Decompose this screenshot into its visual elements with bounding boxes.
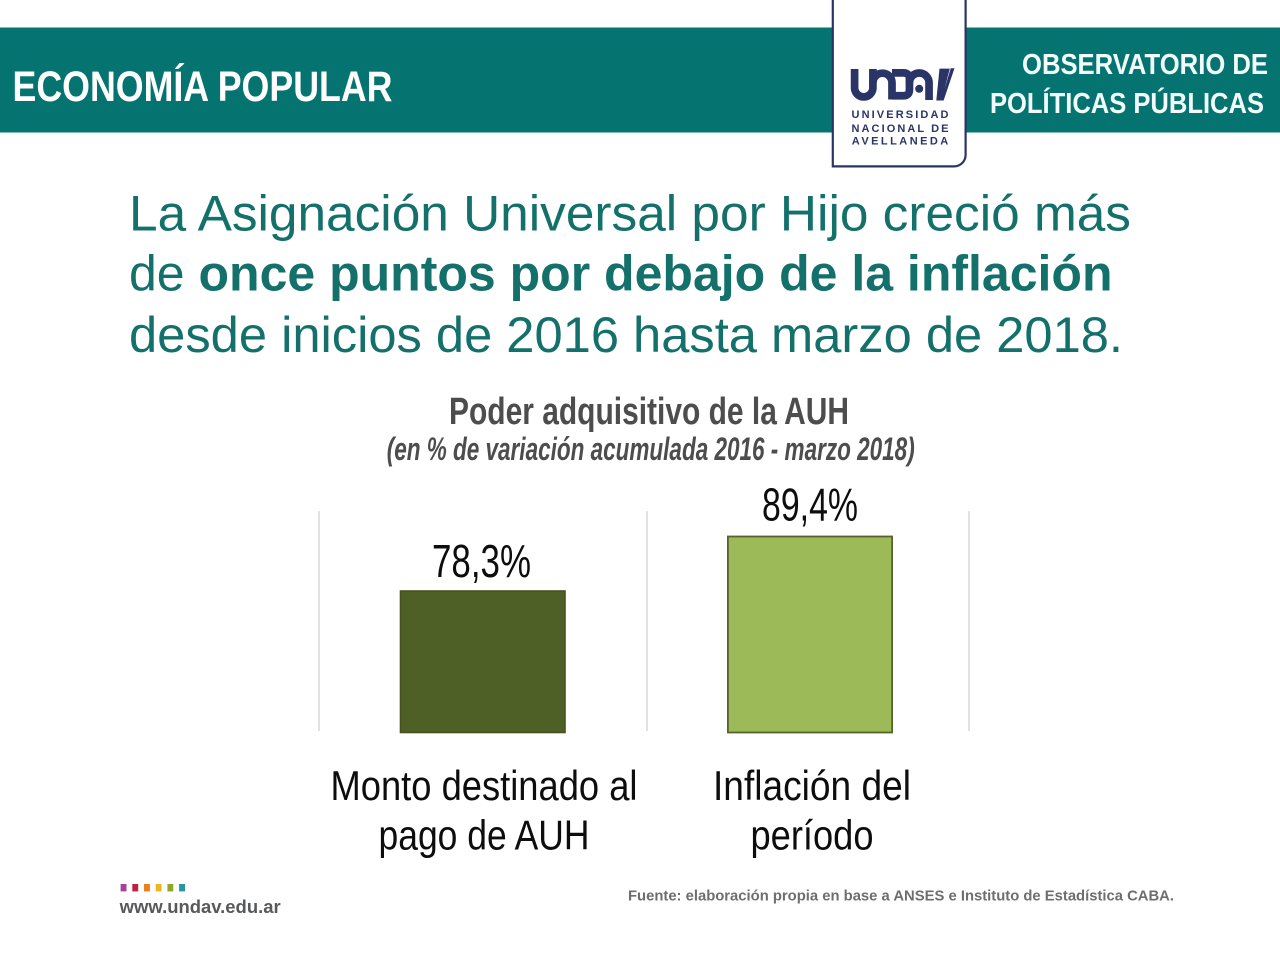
svg-text:AVELLANEDA: AVELLANEDA xyxy=(852,136,949,148)
svg-text:Poder adquisitivo de la AUH: Poder adquisitivo de la AUH xyxy=(449,391,849,433)
svg-text:período: período xyxy=(751,812,874,859)
svg-text:NACIONAL DE: NACIONAL DE xyxy=(852,123,949,135)
svg-text:78,3%: 78,3% xyxy=(432,535,531,587)
svg-text:pago de AUH: pago de AUH xyxy=(379,812,590,859)
svg-text:ECONOMÍA POPULAR: ECONOMÍA POPULAR xyxy=(13,63,393,111)
svg-text:POLÍTICAS PÚBLICAS: POLÍTICAS PÚBLICAS xyxy=(990,86,1264,120)
svg-text:La Asignación Universal por Hi: La Asignación Universal por Hijo creció … xyxy=(129,186,1131,242)
svg-text:desde inicios de 2016 hasta ma: desde inicios de 2016 hasta marzo de 201… xyxy=(129,307,1123,363)
svg-text:Inflación del: Inflación del xyxy=(713,762,911,809)
svg-text:www.undav.edu.ar: www.undav.edu.ar xyxy=(119,897,281,917)
svg-text:89,4%: 89,4% xyxy=(762,479,858,531)
svg-text:de: de xyxy=(129,246,185,302)
svg-text:UNIVERSIDAD: UNIVERSIDAD xyxy=(852,109,949,121)
svg-text:OBSERVATORIO DE: OBSERVATORIO DE xyxy=(1022,49,1268,81)
svg-text:once puntos por debajo de la i: once puntos por debajo de la inflación xyxy=(199,246,1113,302)
svg-text:Monto destinado al: Monto destinado al xyxy=(331,762,638,809)
svg-text:Fuente: elaboración propia en: Fuente: elaboración propia en base a ANS… xyxy=(628,888,1174,905)
svg-text:(en % de variación acumulada 2: (en % de variación acumulada 2016 - marz… xyxy=(387,431,915,467)
